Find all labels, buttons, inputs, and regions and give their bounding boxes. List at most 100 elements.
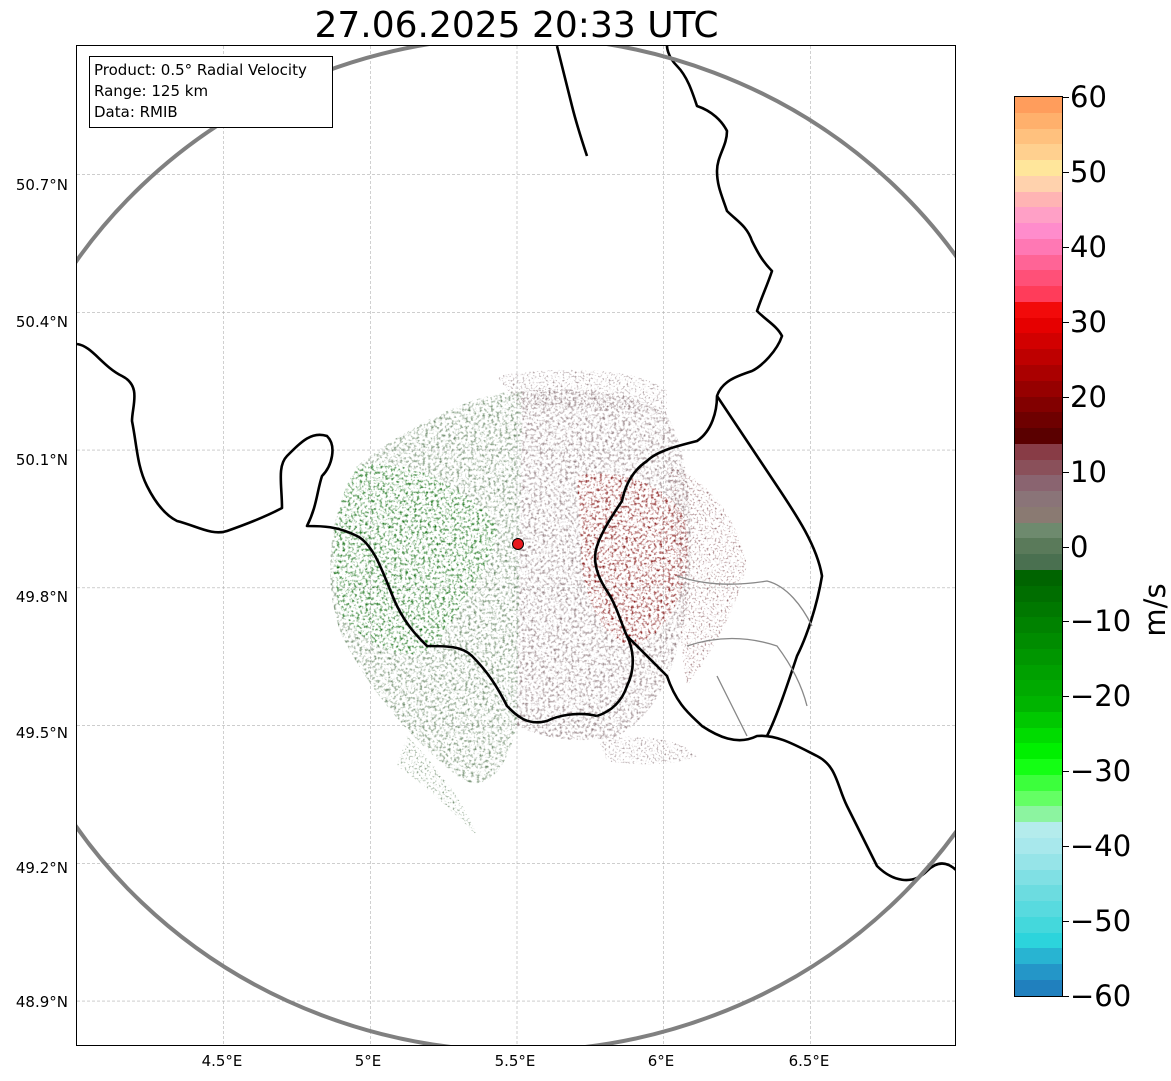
colorbar-tick-label: −60: [1070, 979, 1132, 1013]
colorbar-segment: [1015, 506, 1062, 523]
colorbar-tick-label: 60: [1070, 80, 1107, 114]
colorbar-segment: [1015, 254, 1062, 271]
colorbar-segment: [1015, 522, 1062, 539]
colorbar-segment: [1015, 207, 1062, 224]
colorbar-tick-label: 0: [1070, 530, 1089, 564]
echo-receding-strong: [577, 473, 688, 646]
colorbar-segment: [1015, 317, 1062, 334]
colorbar-segment: [1015, 885, 1062, 902]
colorbar-tick-mark: [1063, 472, 1069, 473]
border-belgium-france: [77, 342, 598, 724]
colorbar-segment: [1015, 664, 1062, 681]
radar-echoes: [330, 369, 747, 836]
colorbar-tick-mark: [1063, 621, 1069, 622]
colorbar-segment: [1015, 491, 1062, 507]
colorbar-segment: [1015, 743, 1062, 760]
colorbar-segment: [1015, 601, 1062, 618]
range-label: Range: 125 km: [94, 82, 209, 100]
colorbar-segment: [1015, 286, 1062, 302]
colorbar-segment: [1015, 727, 1062, 744]
colorbar-segment: [1015, 412, 1062, 429]
colorbar-segment: [1015, 396, 1062, 413]
echo-approaching-strong: [333, 464, 497, 655]
radar-map[interactable]: [76, 45, 956, 1046]
colorbar-segment: [1015, 459, 1062, 476]
colorbar-segment: [1015, 223, 1062, 239]
echo-scatter-east: [667, 466, 747, 686]
colorbar-tick-mark: [1063, 172, 1069, 173]
colorbar-segment: [1015, 759, 1062, 775]
colorbar-tick-label: −20: [1070, 679, 1132, 713]
canton-line-1: [676, 575, 813, 627]
colorbar-segment: [1015, 617, 1062, 634]
colorbar-segment: [1015, 932, 1062, 949]
colorbar-segment: [1015, 869, 1062, 886]
colorbar-tick-mark: [1063, 547, 1069, 548]
colorbar-segment: [1015, 270, 1062, 287]
colorbar-tick-label: 30: [1070, 305, 1107, 339]
colorbar-segment: [1015, 711, 1062, 728]
colorbar-tick-label: 20: [1070, 380, 1107, 414]
lon-tick-label: 5.5°E: [494, 1052, 536, 1070]
colorbar-segment: [1015, 569, 1062, 586]
lat-tick-label: 49.8°N: [15, 588, 68, 606]
colorbar-tick-mark: [1063, 97, 1069, 98]
colorbar-segment: [1015, 853, 1062, 870]
colorbar-segment: [1015, 380, 1062, 397]
colorbar-segment: [1015, 680, 1062, 697]
colorbar-tick-mark: [1063, 397, 1069, 398]
colorbar-segment: [1015, 160, 1062, 176]
colorbar-unit-label: m/s: [1138, 583, 1171, 637]
colorbar-segment: [1015, 428, 1062, 444]
colorbar-segment: [1015, 648, 1062, 665]
canton-line-2: [686, 637, 808, 707]
colorbar-segment: [1015, 301, 1062, 318]
colorbar-segment: [1015, 774, 1062, 791]
lat-tick-label: 49.5°N: [15, 724, 68, 742]
echo-scatter-southeast: [597, 736, 697, 765]
colorbar-segment: [1015, 349, 1062, 366]
colorbar-segment: [1015, 128, 1062, 145]
radar-map-svg: [77, 46, 955, 1045]
border-germany-north: [555, 46, 589, 157]
colorbar-segment: [1015, 806, 1062, 823]
country-borders: [77, 46, 955, 882]
data-source-label: Data: RMIB: [94, 103, 178, 121]
lon-tick-label: 5°E: [354, 1052, 382, 1070]
colorbar-tick-label: 50: [1070, 155, 1107, 189]
colorbar-tick-mark: [1063, 996, 1069, 997]
colorbar-tick-mark: [1063, 247, 1069, 248]
colorbar-tick-mark: [1063, 322, 1069, 323]
border-luxembourg-germany: [715, 395, 824, 737]
colorbar-segment: [1015, 585, 1062, 602]
colorbar-segment: [1015, 333, 1062, 350]
colorbar-tick-label: −50: [1070, 904, 1132, 938]
colorbar-segment: [1015, 964, 1062, 980]
lon-tick-label: 6.5°E: [788, 1052, 830, 1070]
colorbar-tick-mark: [1063, 771, 1069, 772]
border-belgium-luxembourg-germany: [593, 46, 784, 718]
colorbar-segment: [1015, 238, 1062, 255]
colorbar-segment: [1015, 175, 1062, 192]
colorbar-segment: [1015, 443, 1062, 460]
colorbar-segment: [1015, 837, 1062, 854]
colorbar-segment: [1015, 822, 1062, 838]
lat-tick-label: 48.9°N: [15, 993, 68, 1011]
map-title: 27.06.2025 20:33 UTC: [314, 5, 719, 46]
colorbar-segment: [1015, 554, 1062, 570]
colorbar-tick-label: −40: [1070, 829, 1132, 863]
radar-site-marker[interactable]: [512, 538, 524, 550]
colorbar-segment: [1015, 538, 1062, 555]
colorbar-unit-wrapper: m/s: [1135, 580, 1171, 640]
luxembourg-cantons: [676, 575, 813, 737]
echo-scatter-south: [397, 736, 477, 836]
product-info-box: Product: 0.5° Radial Velocity Range: 125…: [89, 56, 333, 128]
lon-tick-label: 6°E: [647, 1052, 675, 1070]
colorbar-segment: [1015, 979, 1062, 996]
lat-tick-label: 50.1°N: [15, 451, 68, 469]
border-luxembourg-france: [626, 635, 955, 882]
colorbar-tick-label: 40: [1070, 230, 1107, 264]
colorbar-segment: [1015, 97, 1062, 113]
colorbar-segment: [1015, 191, 1062, 208]
colorbar-segment: [1015, 916, 1062, 933]
